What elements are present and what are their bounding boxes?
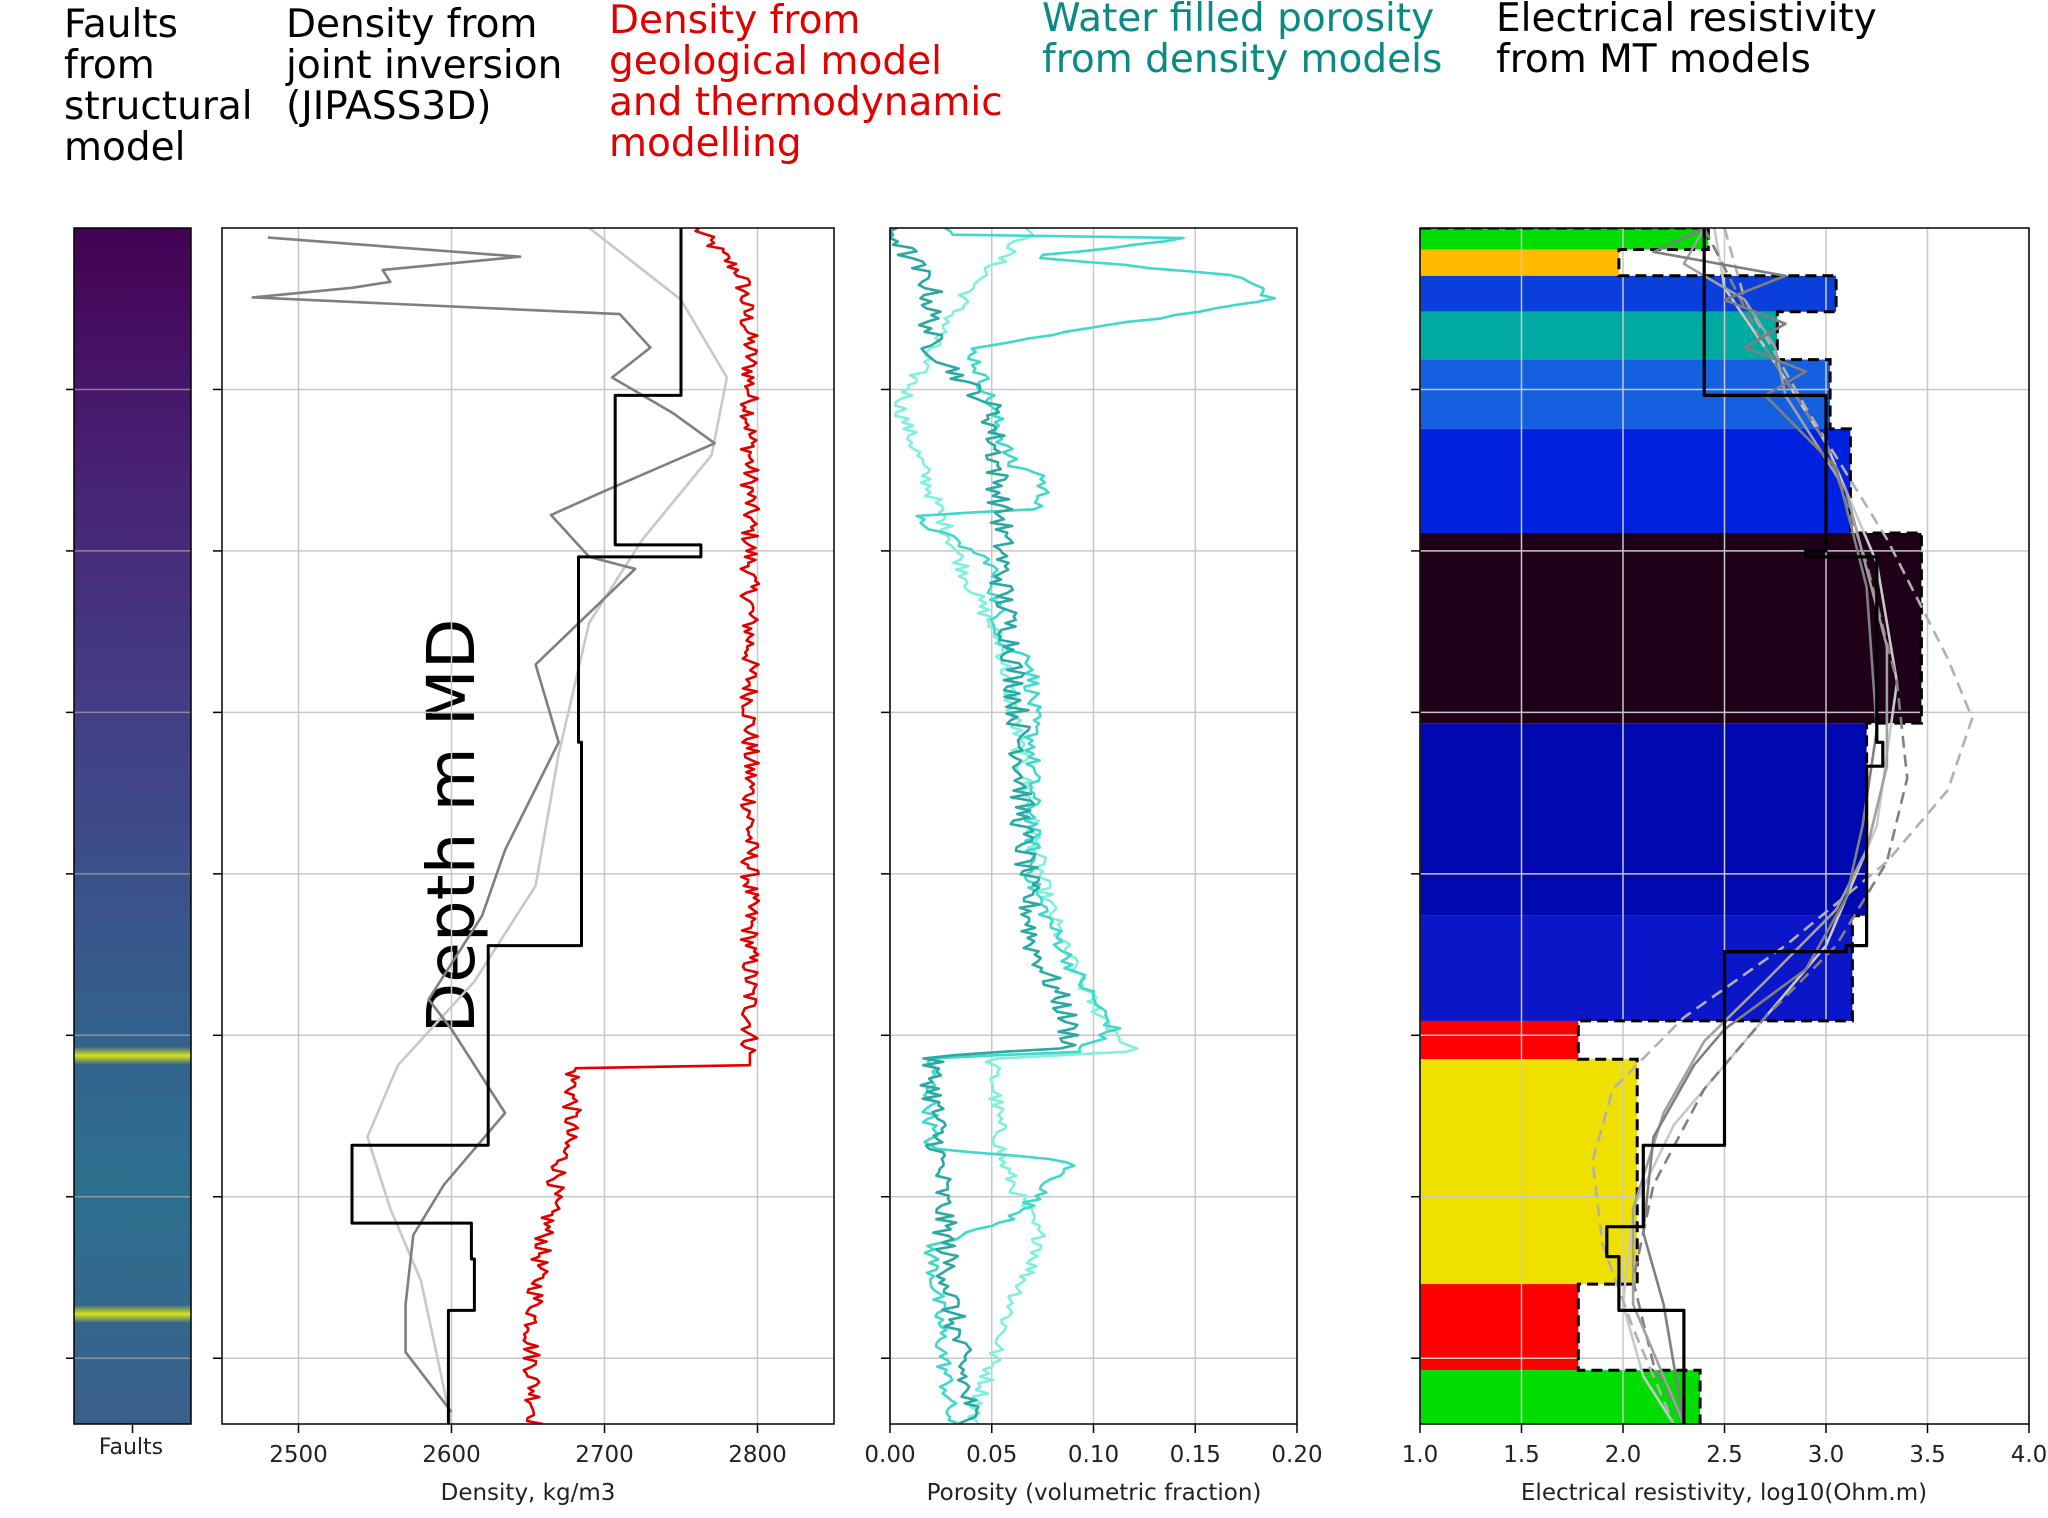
density-series: [251, 228, 761, 1424]
porosity-frame: [889, 227, 1298, 1425]
resistivity-layer-bar: [1420, 1020, 1579, 1060]
resistivity-frame: [1419, 227, 2030, 1425]
xlabel-porosity: Porosity (volumetric fraction): [927, 1480, 1262, 1506]
porosity-panel: 0.00 0.05 0.10 0.15 0.20: [864, 227, 1323, 1468]
density-panel: 2500 2600 2700 2800: [213, 227, 835, 1468]
x-tick-label: 2800: [728, 1442, 787, 1468]
xlabel-resistivity: Electrical resistivity, log10(Ohm.m): [1521, 1480, 1927, 1506]
density-frame: [221, 227, 835, 1425]
resistivity-layer-bar: [1420, 228, 1709, 250]
resistivity-layer-outline: [1420, 228, 1923, 1424]
x-tick-label: 3.0: [1808, 1442, 1845, 1468]
x-tick-label: 4.0: [2011, 1442, 2048, 1468]
resistivity-layer-bar: [1420, 1370, 1701, 1424]
x-tick-label: 0.00: [864, 1442, 915, 1468]
title-porosity: Water filled porosity from density model…: [1042, 0, 1443, 82]
x-tick-label: 2600: [422, 1442, 481, 1468]
title-density-inversion: Density from joint inversion (JIPASS3D): [286, 2, 563, 129]
resistivity-layer-bar: [1420, 723, 1867, 916]
resistivity-panel: 1.0 1.5 2.0 2.5 3.0 3.5 4.0: [1402, 227, 2048, 1468]
resistivity-layer-bar: [1420, 532, 1922, 724]
x-tick-label: 0.05: [966, 1442, 1017, 1468]
density-line-black: [350, 228, 703, 1424]
fault-line: [74, 1046, 191, 1065]
x-tick-label: 1.0: [1402, 1442, 1439, 1468]
title-faults: Faults from structural model: [64, 2, 253, 170]
resistivity-layer-bar: [1420, 1059, 1638, 1285]
resistivity-line-gray: [1642, 228, 1879, 1424]
resistivity-layers: [1420, 228, 1922, 1424]
xlabel-faults: Faults: [99, 1435, 163, 1460]
resistivity-line-dashed-light: [1591, 228, 1974, 1424]
resistivity-layer-bar: [1420, 249, 1619, 276]
faults-colorbar: [74, 228, 191, 1424]
porosity-series: [890, 228, 1277, 1424]
x-tick-label: 3.5: [1909, 1442, 1946, 1468]
x-tick-label: 2700: [575, 1442, 634, 1468]
resistivity-layer-bar: [1420, 1284, 1579, 1371]
x-tick-label: 2500: [269, 1442, 328, 1468]
x-tick-label: 0.10: [1068, 1442, 1119, 1468]
x-tick-label: 1.5: [1503, 1442, 1540, 1468]
fault-line: [74, 1304, 191, 1323]
faults-panel: [66, 227, 192, 1433]
title-density-geological: Density from geological model and thermo…: [609, 0, 1003, 166]
resistivity-layer-bar: [1420, 428, 1851, 533]
resistivity-layer-bar: [1420, 915, 1853, 1021]
resistivity-layer-bar: [1420, 311, 1778, 360]
xlabel-density: Density, kg/m3: [441, 1480, 616, 1506]
grid: [222, 228, 834, 1424]
x-tick-label: 2.0: [1605, 1442, 1642, 1468]
x-tick-label: 0.15: [1170, 1442, 1221, 1468]
density-line-red: [522, 228, 761, 1424]
porosity-line-turquoise: [915, 228, 1277, 1424]
x-tick-label: 2.5: [1706, 1442, 1743, 1468]
resistivity-series: [1420, 228, 1974, 1424]
x-tick-label: 0.20: [1271, 1442, 1322, 1468]
title-resistivity: Electrical resistivity from MT models: [1496, 0, 1877, 82]
resistivity-line-black: [1605, 228, 1885, 1424]
porosity-line-darkteal: [890, 228, 1080, 1424]
